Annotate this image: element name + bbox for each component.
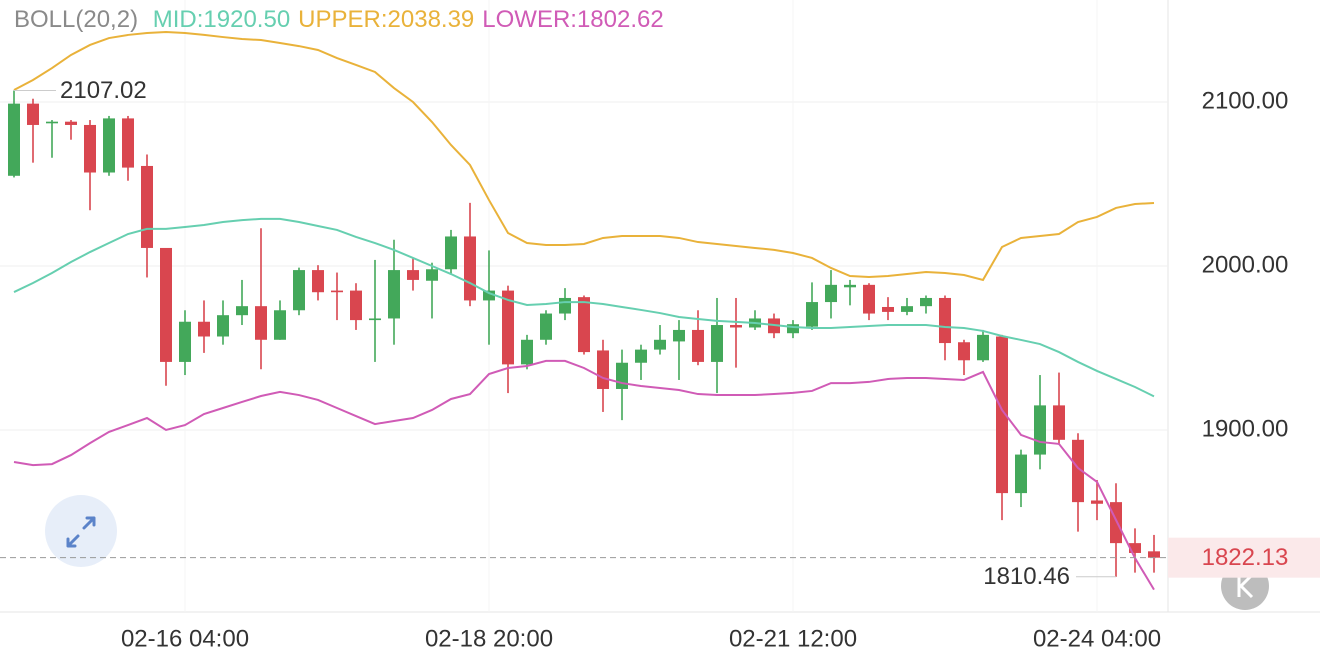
candle-body [27, 103, 39, 125]
candle-body [578, 297, 590, 353]
candle-body [84, 124, 96, 173]
candle-body [977, 334, 989, 361]
candle-body [312, 270, 324, 293]
candle-body [198, 321, 210, 337]
candle-body [1148, 551, 1160, 558]
candle-body [255, 306, 267, 340]
candle-body [8, 103, 20, 176]
last-price-box [1168, 537, 1320, 578]
expand-button[interactable] [45, 495, 117, 567]
legend-entry: LOWER:1802.62 [482, 6, 664, 33]
expand-button-bg[interactable] [45, 495, 117, 567]
candle-body [1129, 543, 1141, 553]
candle-body [673, 329, 685, 342]
candle-body [616, 362, 628, 389]
candle-body [141, 165, 153, 248]
candle-body [1091, 500, 1103, 504]
candle-body [502, 290, 514, 365]
candle-body [350, 290, 362, 321]
candle-body [844, 284, 856, 288]
x-tick-label: 02-16 04:00 [121, 625, 249, 652]
candle-body [445, 236, 457, 270]
candle-body [711, 325, 723, 362]
candle-body [1015, 454, 1027, 494]
candle-body [806, 302, 818, 327]
candle-body [369, 318, 381, 321]
candle-body [160, 247, 172, 362]
candle-body [654, 339, 666, 350]
band-line [13, 359, 1155, 591]
candle-body [540, 313, 552, 340]
candle-body [464, 236, 476, 301]
candle-body [559, 297, 571, 314]
candle-body [1053, 405, 1065, 440]
candle-body [217, 315, 229, 337]
x-tick-label: 02-18 20:00 [425, 625, 553, 652]
candle-body [920, 297, 932, 307]
candle-body [483, 290, 495, 301]
y-tick-label: 2000.00 [1202, 251, 1289, 278]
max-label: 2107.02 [60, 77, 147, 104]
min-label: 1810.46 [983, 563, 1070, 590]
legend-entry: UPPER:2038.39 [298, 6, 475, 33]
x-tick-label: 02-21 12:00 [729, 625, 857, 652]
candle-body [1072, 439, 1084, 503]
candle-body [426, 269, 438, 281]
y-tick-label: 1900.00 [1202, 415, 1289, 442]
candle-body [103, 118, 115, 173]
candle-body [882, 306, 894, 312]
k-icon[interactable] [1237, 573, 1254, 599]
candle-body [996, 336, 1008, 494]
candle-body [293, 270, 305, 311]
candle-body [388, 270, 400, 319]
band-line [13, 217, 1155, 398]
expand-icon[interactable] [66, 516, 96, 548]
candle-body [179, 321, 191, 362]
y-tick-label: 2100.00 [1202, 87, 1289, 114]
candle-body [939, 297, 951, 344]
legend: BOLL(20,2) MID:1920.50 UPPER:2038.39 LOWER… [14, 6, 672, 34]
candle-body [787, 324, 799, 334]
legend-title: BOLL(20,2) [14, 6, 139, 33]
candle-body [1034, 405, 1046, 455]
x-tick-label: 02-24 04:00 [1033, 625, 1161, 652]
candle-body [730, 325, 742, 328]
candle-body [692, 329, 704, 362]
legend-entry: MID:1920.50 [152, 6, 291, 33]
candle-body [122, 118, 134, 168]
candle-body [46, 121, 58, 124]
candle-body [863, 284, 875, 314]
candle-body [521, 339, 533, 365]
candle-body [901, 306, 913, 312]
band-line [13, 30, 1155, 282]
last-price-label: 1822.13 [1202, 544, 1289, 571]
candle-body [825, 284, 837, 303]
candle-body [331, 290, 343, 293]
candle-body [65, 121, 77, 125]
candle-body [407, 270, 419, 280]
candle-body [958, 342, 970, 361]
candle-body [635, 349, 647, 363]
candle-body [1110, 502, 1122, 544]
candle-body [236, 306, 248, 316]
candle-body [597, 350, 609, 389]
candle-body [274, 310, 286, 340]
